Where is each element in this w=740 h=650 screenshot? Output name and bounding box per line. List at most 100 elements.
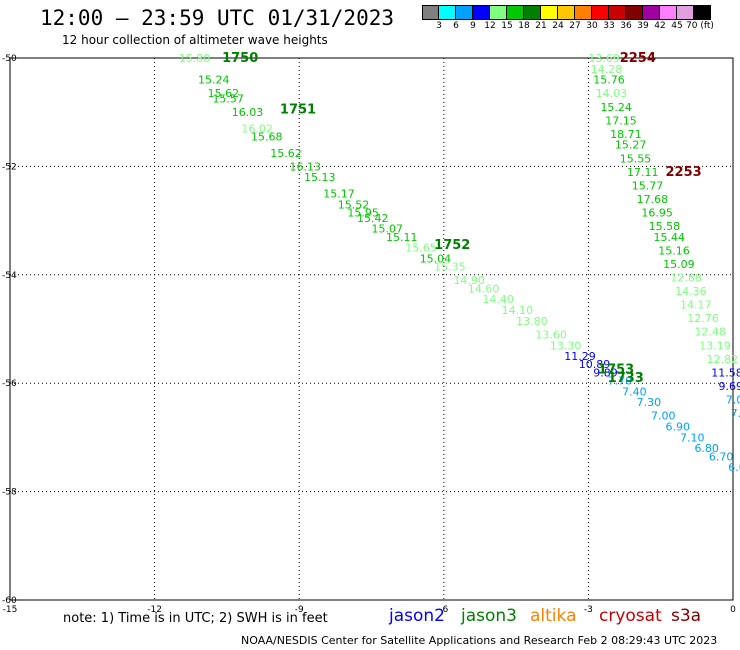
color-scale-label: 24 [552, 21, 564, 31]
data-point-label: 15.52 [338, 198, 370, 211]
data-point-label: 16.02 [241, 122, 272, 135]
color-scale-swatch [524, 5, 541, 20]
color-scale-label: 18 [518, 21, 530, 31]
data-point-label: 15.57 [212, 93, 244, 106]
page-subtitle: 12 hour collection of altimeter wave hei… [62, 33, 328, 47]
color-scale-bar [422, 5, 711, 20]
data-point-label: 7.00 [651, 410, 676, 423]
time-label: 2253 [666, 165, 702, 180]
data-point-label: 11.58 [711, 366, 740, 379]
x-tick-label: -6 [439, 605, 448, 615]
credit-line: NOAA/NESDIS Center for Satellite Applica… [241, 634, 718, 647]
data-point-label: 15.04 [420, 253, 452, 266]
color-scale-swatch [422, 5, 439, 20]
data-point-label: 16.03 [232, 106, 264, 119]
data-point-label: 12.48 [694, 326, 726, 339]
data-point-label: 15.44 [653, 231, 685, 244]
y-tick-label: -56 [2, 379, 17, 389]
x-tick-label: -12 [147, 605, 162, 615]
data-point-label: 12.76 [687, 312, 719, 325]
y-tick-label: -60 [2, 596, 17, 606]
data-point-label: 7.30 [637, 396, 662, 409]
color-scale-label: 9 [470, 21, 476, 31]
time-label: 1733 [608, 371, 644, 386]
data-point-label: 15.80 [179, 52, 211, 65]
data-point-label: 14.10 [502, 304, 534, 317]
data-point-label: 16.13 [290, 160, 322, 173]
data-point-label: 13.69 [588, 52, 620, 65]
data-point-label: 13.19 [699, 339, 731, 352]
color-scale-label: 15 [501, 21, 513, 31]
color-scale-swatch [660, 5, 677, 20]
data-point-label: 18.71 [610, 128, 642, 141]
data-point-label: 15.13 [304, 171, 336, 184]
data-point-label: 15.62 [270, 147, 302, 160]
x-tick-label: -3 [584, 605, 593, 615]
data-point-label: 6.90 [666, 421, 691, 434]
data-point-label: 13.80 [516, 315, 548, 328]
data-point-label: 14.28 [591, 63, 623, 76]
color-scale-swatch [541, 5, 558, 20]
color-scale-label: 12 [484, 21, 496, 31]
color-scale-label: 42 [654, 21, 666, 31]
data-point-label: 7.40 [622, 385, 647, 398]
data-point-label: 10.89 [579, 358, 611, 371]
color-scale-swatch [439, 5, 456, 20]
x-tick-label: -15 [3, 605, 18, 615]
color-scale-swatch [490, 5, 507, 20]
data-point-label: 14.40 [482, 293, 514, 306]
data-point-label: 17.68 [637, 193, 669, 206]
time-label: 1752 [434, 238, 470, 253]
data-point-label: 7.00 [731, 407, 740, 420]
data-point-label: 12.82 [706, 353, 738, 366]
data-point-label: 15.65 [405, 242, 437, 255]
x-tick-label: -9 [295, 605, 304, 615]
color-scale-label: 39 [637, 21, 649, 31]
color-scale-label: 33 [603, 21, 615, 31]
data-point-label: 15.07 [372, 223, 404, 236]
data-point-label: 15.68 [251, 131, 283, 144]
color-scale-label: 70 (ft) [686, 21, 714, 31]
x-tick-label: 0 [730, 605, 736, 615]
data-point-label: 15.16 [658, 244, 690, 257]
data-point-label: 15.95 [347, 206, 379, 219]
legend-altika: altika [530, 606, 577, 626]
time-label: 1750 [222, 51, 258, 66]
data-point-label: 15.77 [632, 179, 664, 192]
footer-note: note: 1) Time is in UTC; 2) SWH is in fe… [63, 611, 328, 626]
plot-frame [9, 57, 734, 601]
data-point-label: 15.58 [649, 220, 681, 233]
data-point-label: 14.60 [468, 282, 500, 295]
color-scale-swatch [575, 5, 592, 20]
data-point-label: 14.36 [675, 285, 707, 298]
data-point-label: 15.42 [357, 212, 389, 225]
data-point-label: 7.10 [680, 431, 705, 444]
data-point-label: 15.17 [323, 188, 355, 201]
data-point-label: 17.11 [627, 166, 659, 179]
color-scale-swatch [694, 5, 711, 20]
legend-cryosat: cryosat [599, 606, 662, 626]
data-point-label: 14.03 [596, 87, 628, 100]
data-point-label: 16.95 [641, 206, 673, 219]
y-tick-label: -52 [2, 162, 17, 172]
data-point-label: 6.60 [728, 461, 740, 474]
time-label: 1753 [598, 363, 634, 378]
color-scale-swatch [592, 5, 609, 20]
legend-jason3: jason3 [461, 606, 517, 626]
color-scale-label: 21 [535, 21, 547, 31]
color-scale-label: 36 [620, 21, 632, 31]
color-scale-label: 30 [586, 21, 598, 31]
data-point-label: 15.27 [615, 139, 647, 152]
color-scale-label: 3 [436, 21, 442, 31]
data-point-label: 15.11 [386, 231, 418, 244]
color-scale-swatch [609, 5, 626, 20]
data-point-label: 12.88 [670, 272, 702, 285]
data-point-label: 7.70 [608, 374, 633, 387]
time-label: 1751 [280, 102, 316, 117]
legend-jason2: jason2 [389, 606, 445, 626]
data-point-label: 15.24 [198, 74, 230, 87]
data-point-label: 7.00 [726, 393, 740, 406]
y-tick-label: -58 [2, 488, 17, 498]
color-scale-label: 6 [453, 21, 459, 31]
